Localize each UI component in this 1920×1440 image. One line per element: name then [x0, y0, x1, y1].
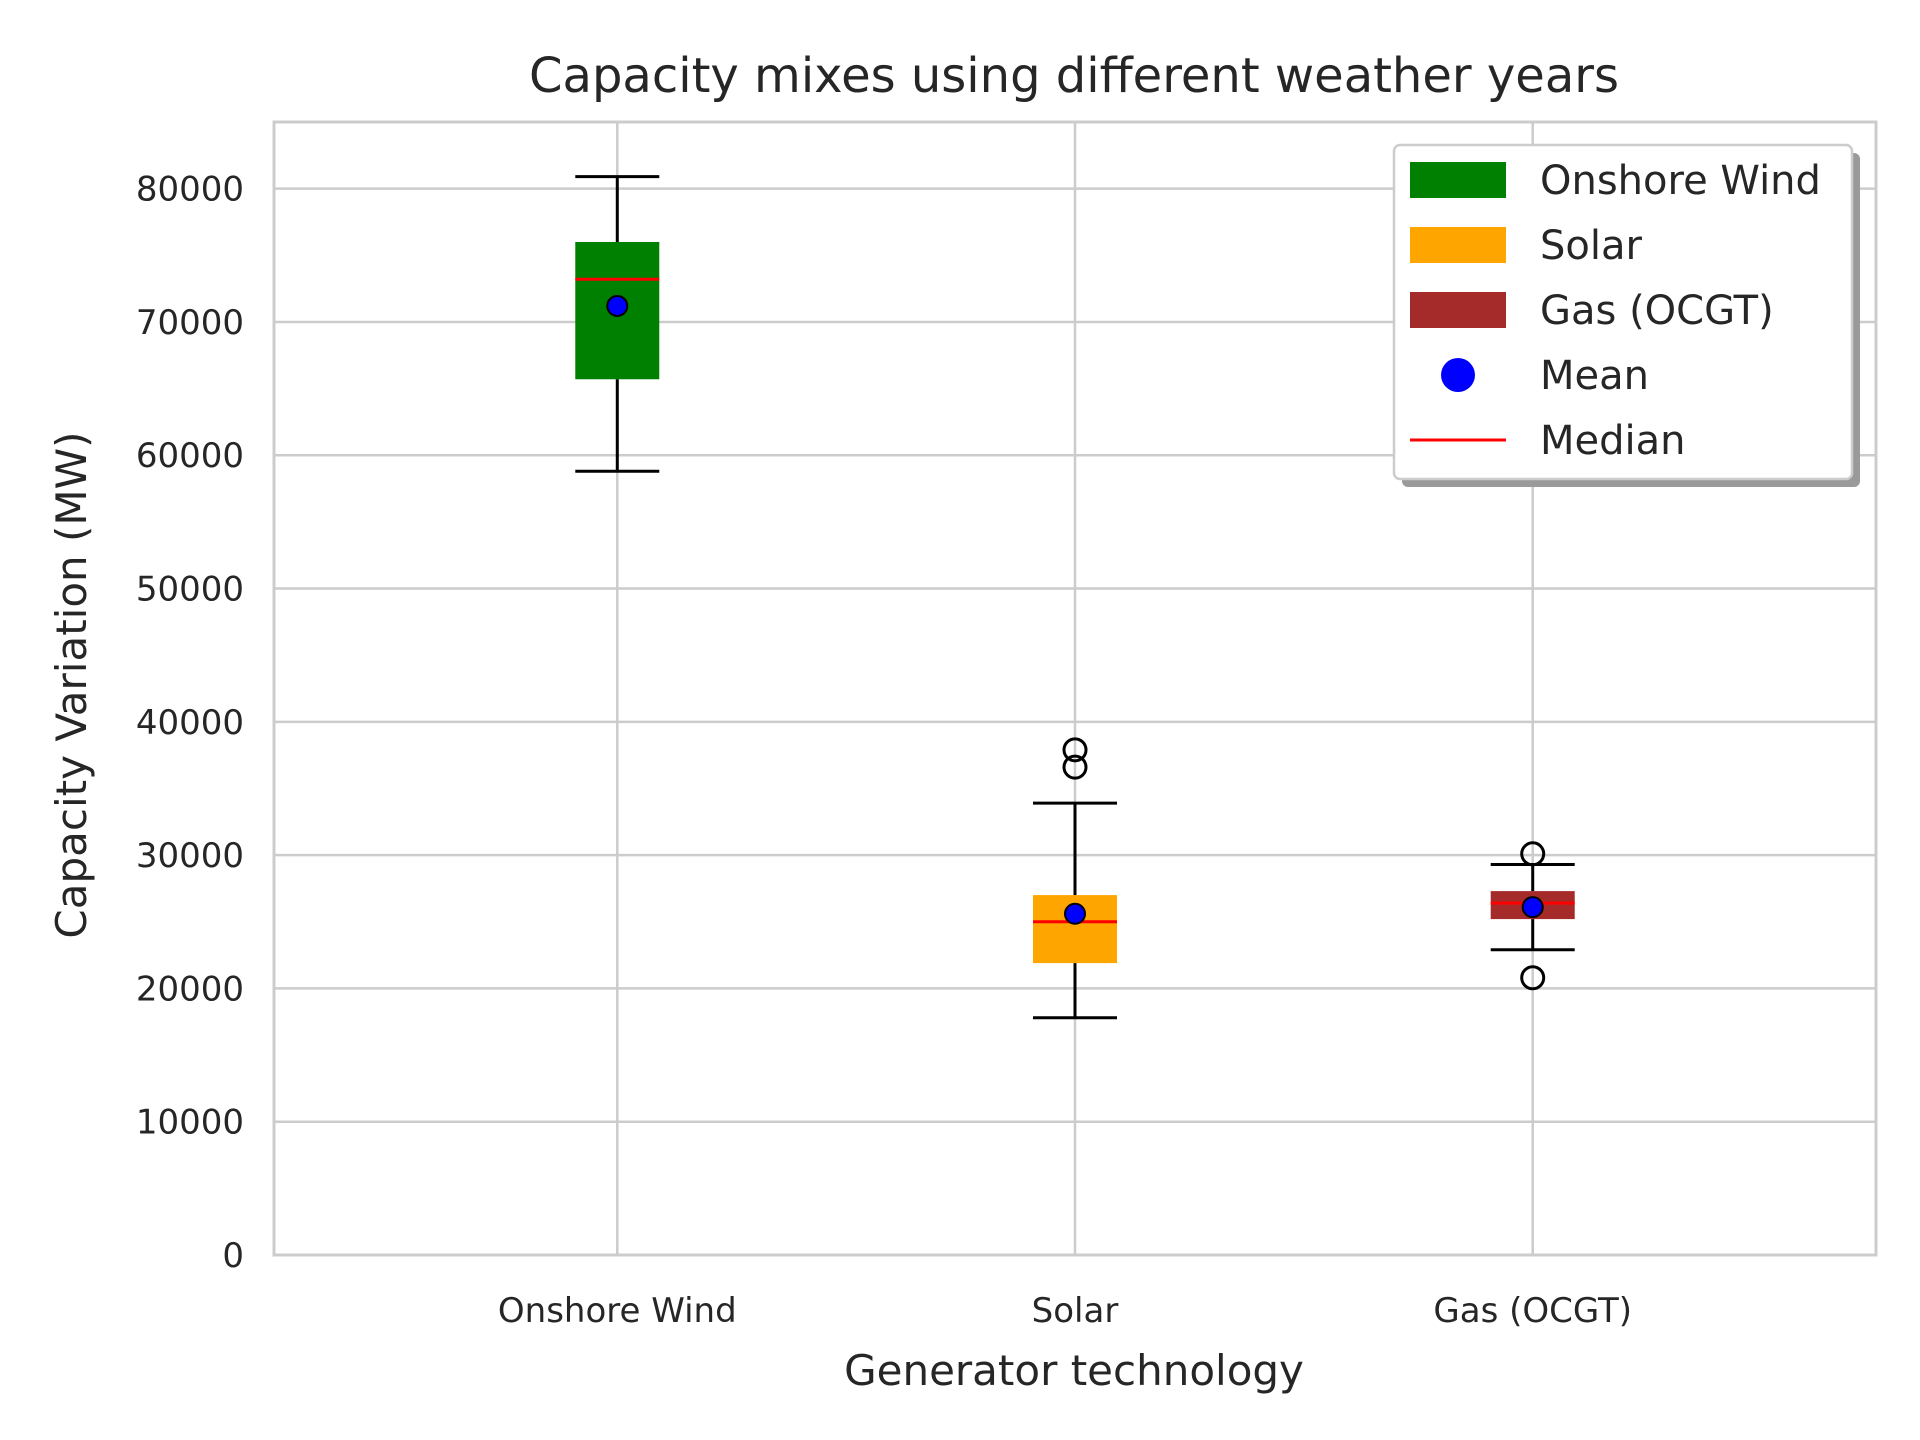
legend: Onshore Wind Solar Gas (OCGT) Mean Median	[1392, 143, 1860, 487]
y-tick-label: 30000	[136, 836, 244, 876]
y-tick-label: 10000	[136, 1103, 244, 1143]
box-group	[1490, 841, 1575, 991]
legend-box	[1392, 143, 1854, 481]
legend-swatch	[1410, 292, 1506, 328]
legend-label: Median	[1540, 418, 1686, 464]
x-tick-label: Onshore Wind	[498, 1291, 737, 1331]
legend-label: Mean	[1540, 353, 1649, 399]
legend-marker	[1441, 358, 1475, 392]
box-group	[575, 175, 660, 473]
legend-swatch	[1410, 162, 1506, 198]
plot-frame	[272, 120, 1878, 1257]
mean-point	[1521, 896, 1544, 919]
y-axis-label: Capacity Variation (MW)	[47, 431, 96, 938]
y-tick-label: 60000	[136, 436, 244, 476]
mean-point	[1064, 902, 1086, 925]
outlier-point	[1520, 965, 1546, 991]
y-tick-label: 70000	[136, 303, 244, 343]
x-axis-label: Generator technology	[844, 1346, 1304, 1395]
y-tick-label: 80000	[136, 170, 244, 210]
y-tick-label: 40000	[136, 703, 244, 743]
legend-label: Gas (OCGT)	[1540, 288, 1774, 334]
y-tick-label: 50000	[136, 570, 244, 610]
outlier-point	[1062, 754, 1088, 780]
x-tick-label: Gas (OCGT)	[1433, 1291, 1632, 1331]
legend-label: Onshore Wind	[1540, 158, 1821, 204]
mean-point	[606, 294, 629, 317]
chart-title: Capacity mixes using different weather y…	[529, 48, 1619, 104]
outlier-point	[1062, 737, 1088, 763]
box-group	[1033, 737, 1117, 1020]
legend-label: Solar	[1540, 223, 1642, 269]
y-tick-label: 0	[222, 1236, 244, 1276]
y-tick-label: 20000	[136, 969, 244, 1009]
x-tick-label: Solar	[1032, 1291, 1119, 1331]
outlier-point	[1520, 841, 1546, 867]
legend-swatch	[1410, 227, 1506, 263]
